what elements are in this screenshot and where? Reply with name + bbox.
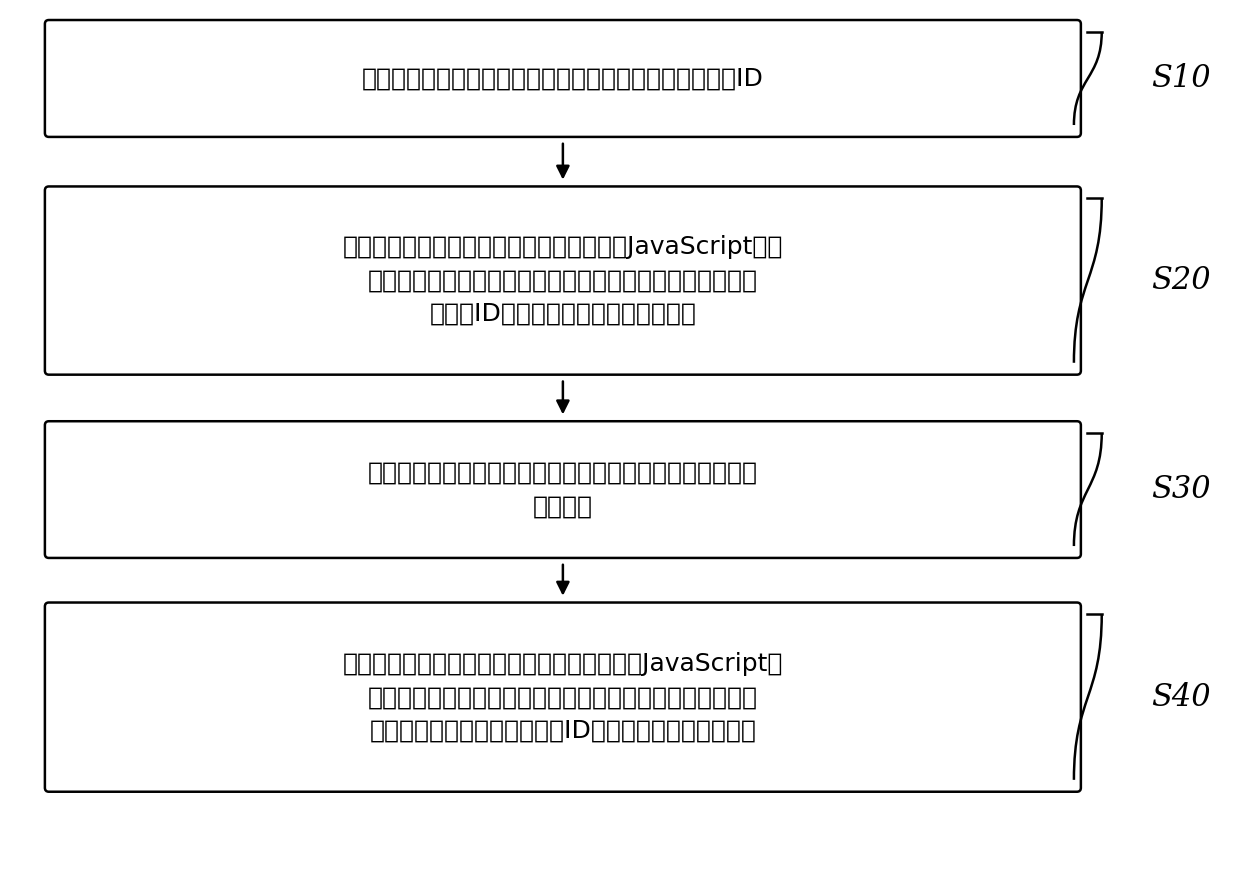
Text: S10: S10 [1151, 63, 1211, 94]
Text: S20: S20 [1151, 265, 1211, 296]
Text: 父页面基于页面跳转指令，通过当前子页面获取当前子页面
中转数据: 父页面基于页面跳转指令，通过当前子页面获取当前子页面 中转数据 [368, 461, 758, 519]
FancyBboxPatch shape [45, 602, 1080, 792]
Text: 父页面基于页面跳转指令调用子页面共有的JavaScript对象
的页面交互方法函数，根据页面交互方法函数切换到与下一
子页面ID相对应的下一子页面显示页面: 父页面基于页面跳转指令调用子页面共有的JavaScript对象 的页面交互方法函… [343, 235, 783, 326]
Text: 父页面获取页面跳转指令，页面跳转指令包括下一子页面ID: 父页面获取页面跳转指令，页面跳转指令包括下一子页面ID [362, 67, 763, 91]
Text: 基于页面跳转指令，父页面调用子页面共有的JavaScript对
象的加载数据方法函数，根据加载数据方法函数和当前子页
面中转数据，加载下一子页面ID相对应的下一: 基于页面跳转指令，父页面调用子页面共有的JavaScript对 象的加载数据方法… [343, 651, 783, 742]
Text: S40: S40 [1151, 682, 1211, 713]
FancyBboxPatch shape [45, 20, 1080, 137]
FancyBboxPatch shape [45, 421, 1080, 558]
FancyBboxPatch shape [45, 186, 1080, 375]
Text: S30: S30 [1151, 474, 1211, 505]
